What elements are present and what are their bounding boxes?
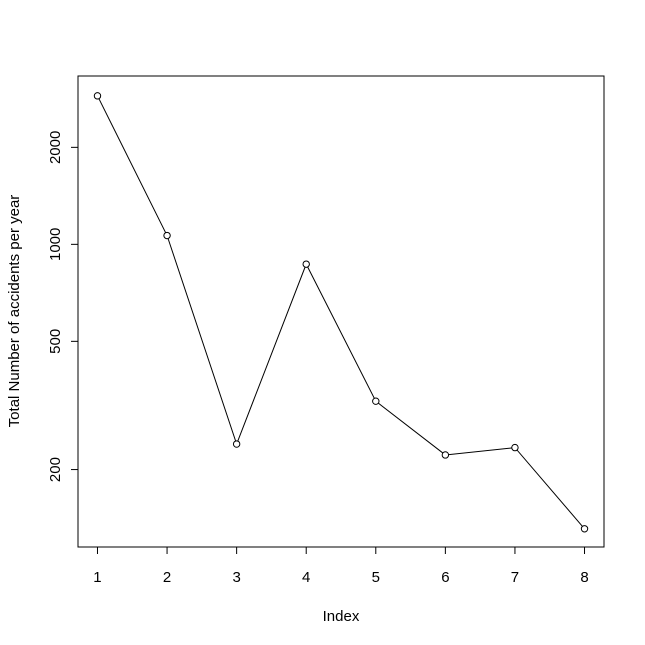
- data-point: [441, 451, 450, 459]
- y-tick-label: 2000: [47, 131, 64, 164]
- y-tick-label: 1000: [47, 228, 64, 261]
- x-tick-label: 1: [93, 569, 101, 586]
- data-point: [232, 440, 241, 448]
- data-point: [580, 525, 589, 533]
- x-tick-label: 3: [232, 569, 240, 586]
- x-tick-label: 5: [372, 569, 380, 586]
- x-tick-label: 2: [163, 569, 171, 586]
- x-axis-title: Index: [323, 608, 360, 625]
- y-tick-label: 200: [47, 457, 64, 482]
- data-point: [511, 443, 519, 452]
- x-tick-label: 8: [580, 569, 588, 586]
- plot-frame: [77, 75, 605, 548]
- y-axis-title: Total Number of accidents per year: [6, 195, 23, 428]
- data-point: [302, 260, 310, 268]
- data-point: [372, 397, 380, 405]
- data-point: [163, 231, 171, 240]
- data-line: [97, 95, 585, 530]
- data-point: [93, 92, 102, 100]
- x-tick-label: 7: [511, 569, 519, 586]
- y-tick-label: 500: [47, 329, 64, 354]
- x-tick-label: 4: [302, 569, 310, 586]
- x-tick-label: 6: [441, 569, 449, 586]
